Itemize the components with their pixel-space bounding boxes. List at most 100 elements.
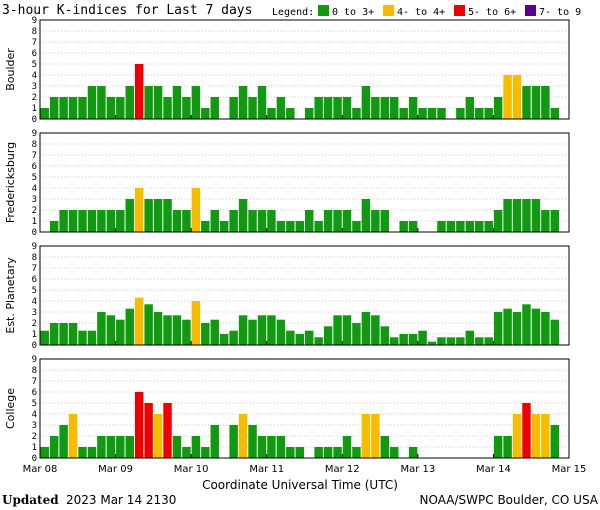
y-tick-label: 7 xyxy=(32,151,37,161)
k-index-bar xyxy=(361,199,371,232)
k-index-bar xyxy=(446,337,456,345)
k-index-bar xyxy=(408,97,418,119)
k-index-bar xyxy=(295,221,304,232)
k-index-bar xyxy=(276,97,286,119)
y-tick-label: 2 xyxy=(32,206,37,216)
k-index-bar xyxy=(493,312,503,345)
k-index-bar xyxy=(286,447,295,458)
y-tick-label: 9 xyxy=(32,355,37,365)
k-index-bar xyxy=(371,315,380,345)
k-index-bar xyxy=(333,315,342,345)
k-index-bar xyxy=(342,436,352,458)
k-index-bar xyxy=(276,319,286,345)
panel-frame xyxy=(39,358,570,459)
y-tick-label: 5 xyxy=(32,399,37,409)
k-index-bar xyxy=(182,210,191,232)
k-index-bar xyxy=(153,414,163,458)
k-index-bar xyxy=(40,108,49,119)
k-index-bar xyxy=(172,436,182,458)
k-index-bar xyxy=(550,210,560,232)
x-tick-label: Mar 13 xyxy=(400,464,435,475)
k-index-bar xyxy=(390,337,399,345)
k-index-bar xyxy=(408,334,418,345)
k-index-bar xyxy=(68,414,78,458)
k-index-bar xyxy=(59,425,68,458)
k-index-bar xyxy=(493,210,503,232)
legend: Legend: 0 to 3+ 4- to 4+ 5- to 6+ 7- to 9 xyxy=(272,5,581,18)
k-index-bar xyxy=(456,337,465,345)
k-index-bar xyxy=(68,323,78,345)
legend-swatch xyxy=(318,5,329,16)
k-index-bar xyxy=(172,210,182,232)
k-index-bar xyxy=(229,330,238,345)
k-index-bar xyxy=(87,86,97,119)
k-index-bar xyxy=(144,304,153,345)
k-index-bar xyxy=(219,221,229,232)
k-index-bar xyxy=(248,97,257,119)
k-index-bar xyxy=(116,97,125,119)
k-index-bar xyxy=(512,312,522,345)
k-index-bar xyxy=(267,108,276,119)
k-index-bar xyxy=(97,436,106,458)
k-index-bar xyxy=(550,108,560,119)
y-tick-label: 4 xyxy=(32,184,37,194)
y-tick-label: 7 xyxy=(32,38,37,48)
k-index-bar xyxy=(97,312,106,345)
k-index-bar xyxy=(238,414,248,458)
k-index-bar xyxy=(78,447,87,458)
k-index-bar xyxy=(134,392,144,458)
k-index-bar xyxy=(191,188,201,232)
x-tick-label: Mar 11 xyxy=(249,464,284,475)
k-index-bar xyxy=(106,210,116,232)
k-index-bar xyxy=(446,221,456,232)
legend-label: Legend: xyxy=(272,7,314,18)
k-index-bar xyxy=(522,304,531,345)
k-index-bar xyxy=(305,330,314,345)
updated-label: Updated xyxy=(2,493,59,507)
k-index-bar xyxy=(238,199,248,232)
k-index-bar xyxy=(456,221,465,232)
k-index-bar xyxy=(484,108,493,119)
y-tick-label: 5 xyxy=(32,173,37,183)
k-index-bar xyxy=(380,436,390,458)
k-index-bar xyxy=(352,447,361,458)
k-index-bar xyxy=(550,425,560,458)
k-index-bar xyxy=(49,97,59,119)
panel-frame xyxy=(39,132,570,233)
k-index-bar xyxy=(40,330,49,345)
k-index-bar xyxy=(172,315,182,345)
k-index-bar xyxy=(210,425,219,458)
k-index-bar xyxy=(550,319,560,345)
k-index-bar xyxy=(475,337,484,345)
k-index-bar xyxy=(229,210,238,232)
k-index-bar xyxy=(522,199,531,232)
x-axis-title: Coordinate Universal Time (UTC) xyxy=(202,478,398,492)
legend-swatch xyxy=(454,5,465,16)
k-index-bar xyxy=(512,199,522,232)
k-index-bar xyxy=(352,108,361,119)
y-tick-label: 9 xyxy=(32,242,37,252)
k-index-bar xyxy=(418,330,427,345)
y-tick-label: 1 xyxy=(32,330,37,340)
y-tick-label: 9 xyxy=(32,129,37,139)
y-tick-label: 0 xyxy=(32,115,37,125)
k-index-bar xyxy=(191,436,201,458)
y-tick-label: 8 xyxy=(32,27,37,37)
panel-name: Boulder xyxy=(4,48,17,91)
k-index-bar xyxy=(380,97,390,119)
k-index-bar xyxy=(475,108,484,119)
k-index-bar xyxy=(276,221,286,232)
y-tick-label: 4 xyxy=(32,71,37,81)
y-tick-label: 0 xyxy=(32,228,37,238)
k-index-bar xyxy=(531,414,541,458)
k-index-bar xyxy=(418,108,427,119)
k-index-bar xyxy=(333,447,342,458)
k-index-bar xyxy=(305,210,314,232)
k-index-bar xyxy=(286,330,295,345)
k-index-bar xyxy=(201,447,210,458)
k-index-bar xyxy=(219,334,229,345)
k-index-bar xyxy=(97,86,106,119)
x-tick-label: Mar 10 xyxy=(174,464,209,475)
